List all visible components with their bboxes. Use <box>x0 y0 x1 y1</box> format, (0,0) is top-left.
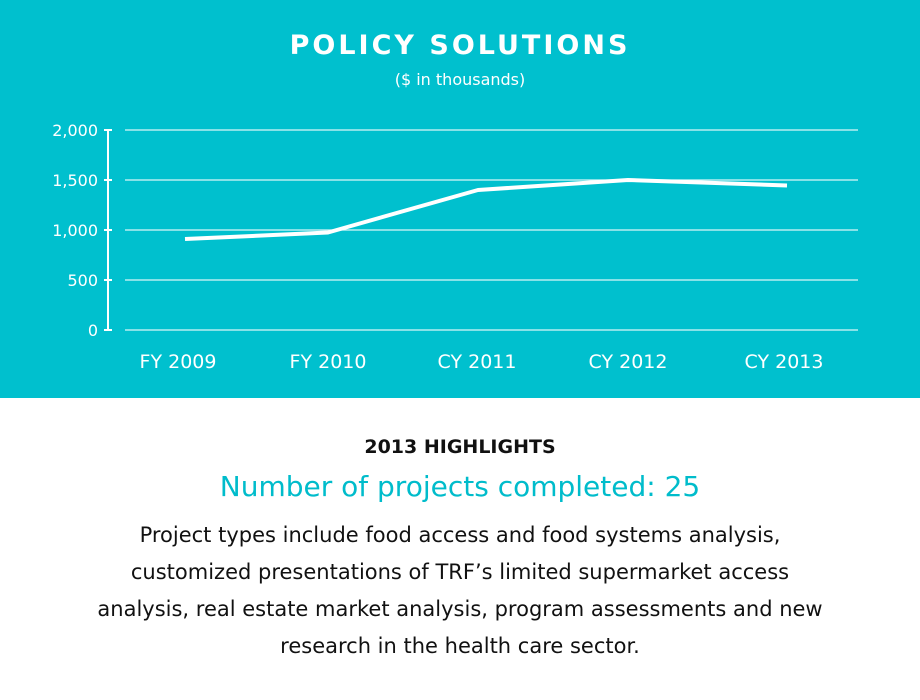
y-tick-label: 0 <box>88 321 98 340</box>
series-line <box>184 178 788 241</box>
x-tick-label: CY 2012 <box>589 351 668 373</box>
x-tick-label: CY 2011 <box>438 351 517 373</box>
highlights-section: 2013 HIGHLIGHTS Number of projects compl… <box>0 398 920 665</box>
chart-subtitle: ($ in thousands) <box>394 70 526 89</box>
y-tick-label: 1,500 <box>52 171 98 190</box>
x-tick-label: CY 2013 <box>745 351 824 373</box>
line-chart: 0 500 1,000 1,500 2,000 FY 2009 FY 2010 CY 2011… <box>52 121 858 373</box>
projects-count: Number of projects completed: 25 <box>219 470 701 503</box>
y-tick-label: 2,000 <box>52 121 98 140</box>
highlights-description: Project types include food access and fo… <box>97 523 823 658</box>
x-tick-label: FY 2010 <box>290 351 367 373</box>
y-tick-label: 500 <box>67 271 98 290</box>
chart-panel: POLICY SOLUTIONS ($ in thousands) 0 500 1,… <box>0 0 920 398</box>
chart-title: POLICY SOLUTIONS <box>289 30 631 61</box>
y-tick-label: 1,000 <box>52 221 98 240</box>
highlights-heading: 2013 HIGHLIGHTS <box>364 436 556 458</box>
x-tick-label: FY 2009 <box>140 351 217 373</box>
